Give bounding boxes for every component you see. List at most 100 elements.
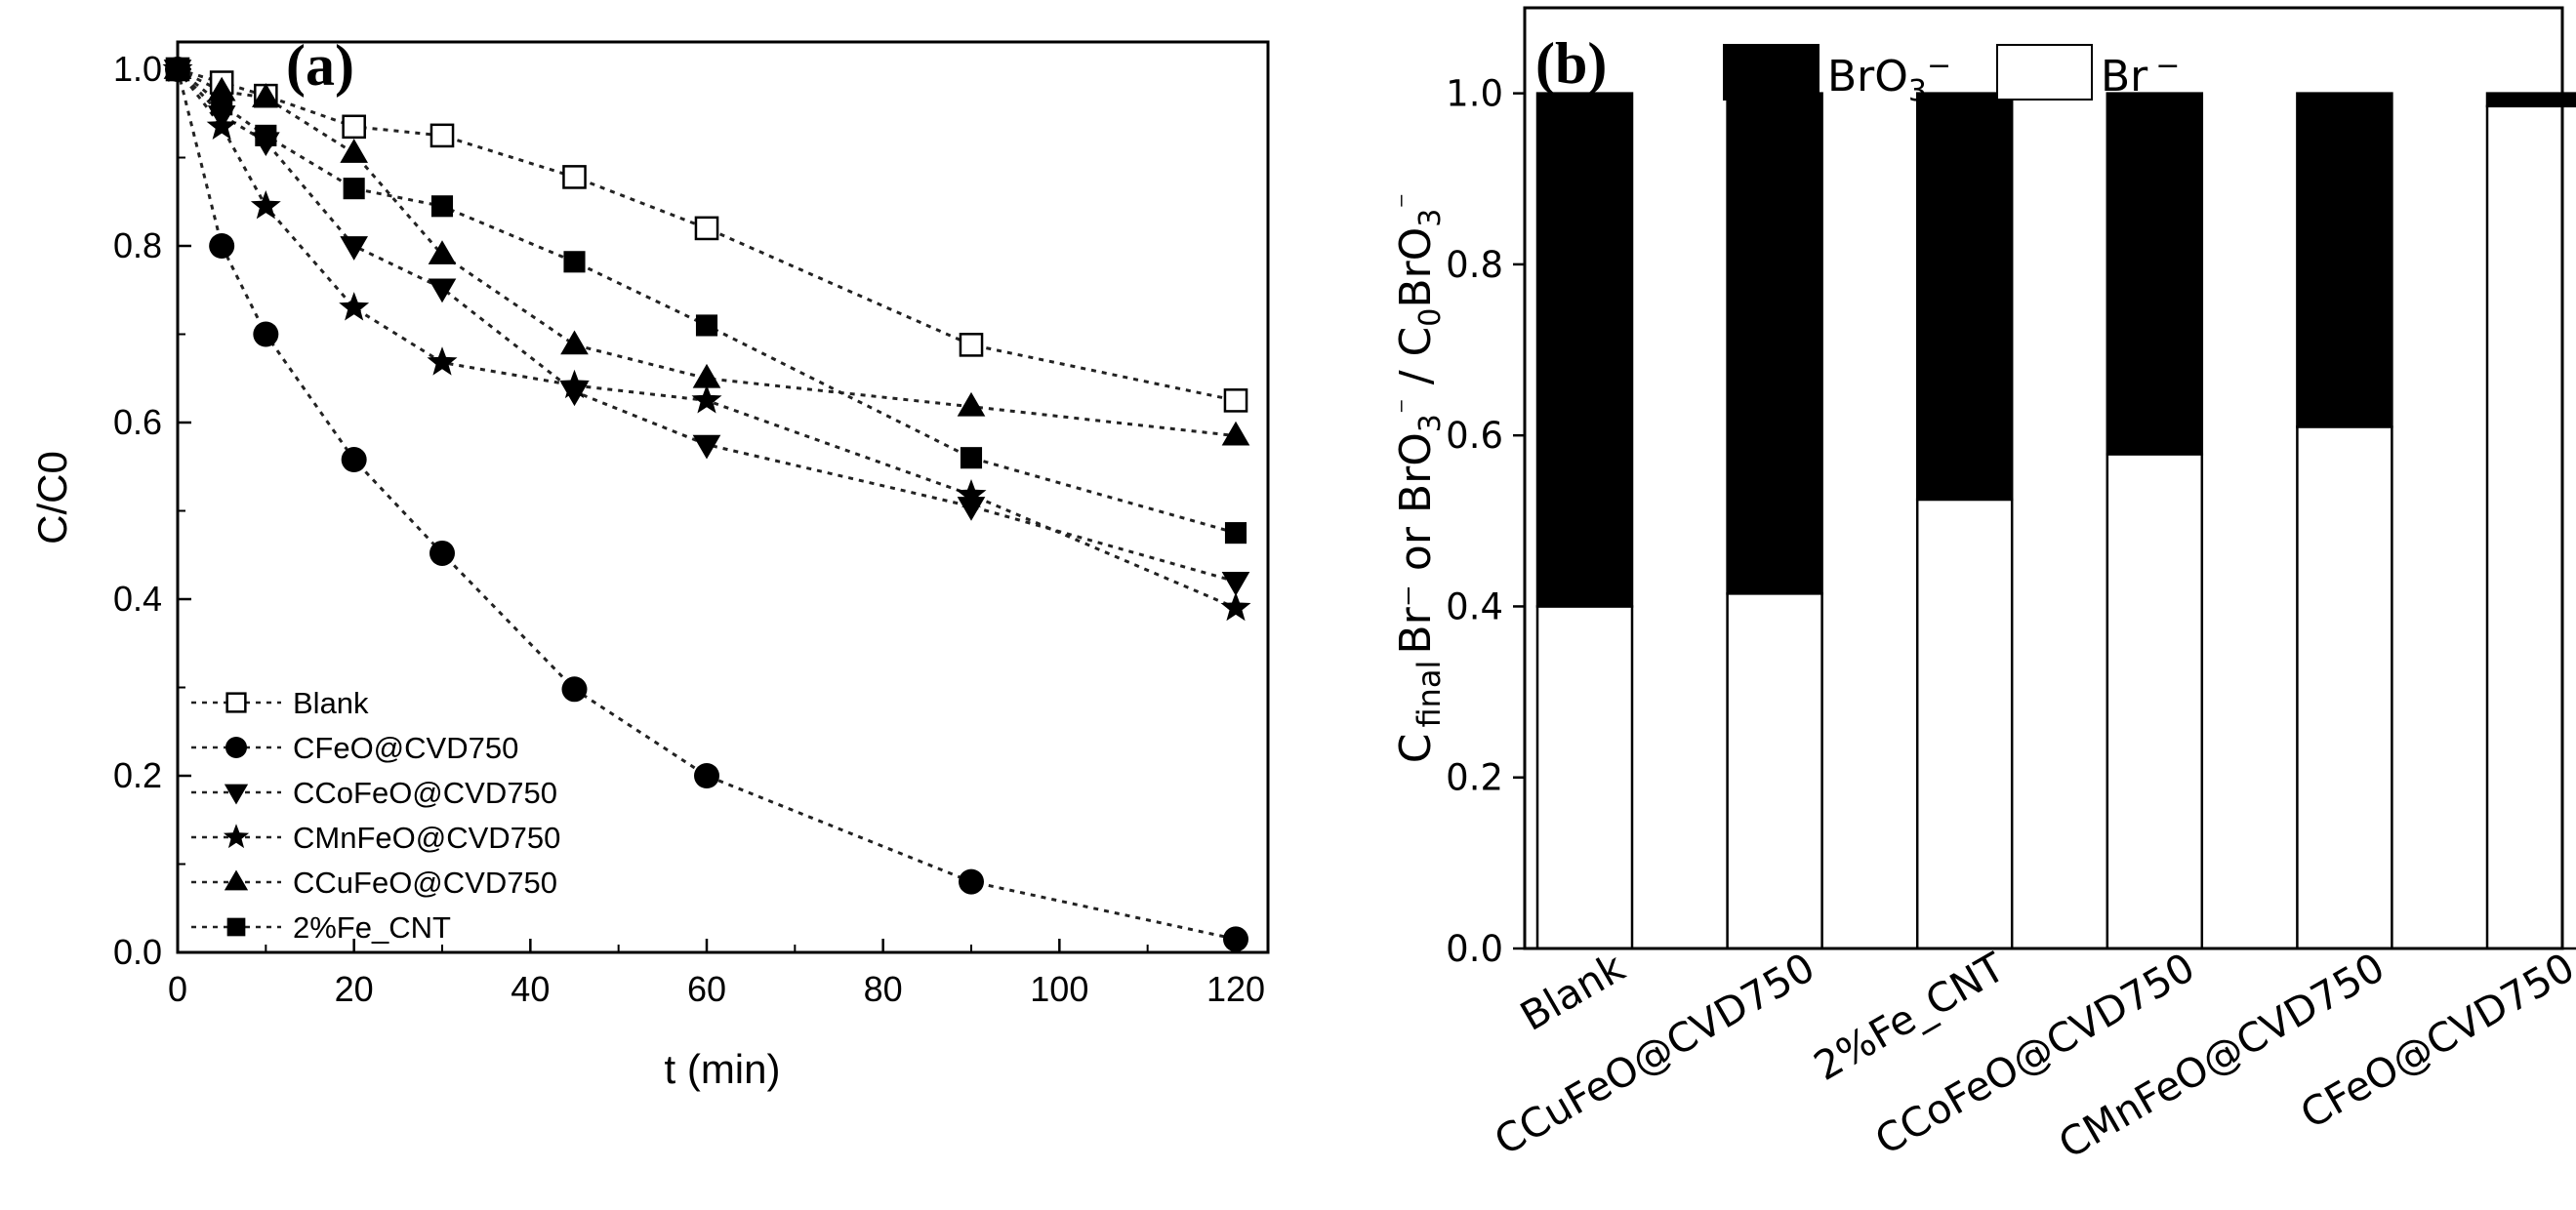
legend-label-ccofeo-cvd750: CCoFeO@CVD750 (293, 776, 557, 810)
data-point-cfeo-cvd750 (959, 868, 984, 895)
data-point-ccofeo-cvd750 (1221, 572, 1250, 596)
panel-a-x-tick-label: 20 (335, 969, 374, 1009)
panel-a-x-tick-label: 100 (1030, 969, 1088, 1009)
data-point-cfeo-cvd750 (209, 233, 235, 259)
data-point-blank (562, 165, 587, 189)
panel-a-legend: Blank CFeO@CVD750 CCoFeO@CVD750 CMnFeO@CVD7… (191, 686, 560, 945)
data-point-ccufeo-cvd750 (340, 139, 368, 163)
panel-a-x-tick-label: 0 (168, 969, 187, 1009)
data-point-2-fe-cnt (255, 124, 277, 146)
bar-cmnfeo-cvd750-br (2296, 425, 2393, 950)
legend-marker-blank (225, 692, 247, 713)
legend-marker-ccufeo-cvd750 (224, 869, 249, 891)
panel-b-plot-frame (1523, 6, 2564, 950)
panel-a-y-tick-label: 1.0 (113, 49, 162, 89)
legend-label-blank: Blank (293, 686, 369, 720)
panel-a-y-tick-label: 0.4 (113, 579, 162, 619)
panel-a-plot-frame (176, 40, 1270, 954)
data-point-cfeo-cvd750 (253, 321, 279, 347)
data-point-ccufeo-cvd750 (1221, 421, 1250, 446)
bar-ccufeo-cvd750-br (1726, 592, 1823, 950)
legend-marker-cfeo-cvd750 (225, 737, 247, 758)
panel-b-y-tick-label: 0.6 (1446, 415, 1503, 457)
data-point-ccufeo-cvd750 (252, 83, 280, 107)
panel-a-y-axis-title: C/C0 (29, 451, 75, 544)
panel-a-y-tick-label: 0.6 (113, 402, 162, 442)
data-point-cmnfeo-cvd750 (339, 292, 370, 321)
legend-label-bro3: BrO3− (1827, 49, 1951, 108)
data-point-blank (959, 333, 984, 357)
data-point-cfeo-cvd750 (694, 763, 719, 788)
data-point-2-fe-cnt (1224, 522, 1247, 544)
bar-blank-bro3 (1535, 92, 1634, 608)
panel-a-markers (162, 53, 1251, 952)
data-point-2-fe-cnt (166, 58, 189, 81)
panel-b-y-axis-title: CfinalBr⁻ or BrO3⁻ / C0BrO3⁻ (1390, 193, 1448, 763)
panel-a-x-tick-label: 80 (864, 969, 903, 1009)
data-point-cmnfeo-cvd750 (206, 110, 237, 140)
data-point-2-fe-cnt (430, 195, 454, 218)
data-point-blank (429, 123, 455, 148)
data-point-ccufeo-cvd750 (560, 330, 589, 355)
panel-a-y-tick-label: 0.2 (113, 755, 162, 795)
panel-b-y-tick-label: 0.2 (1446, 757, 1503, 799)
panel-b-y-tick-label: 0.4 (1446, 585, 1503, 627)
data-point-ccofeo-cvd750 (340, 236, 368, 261)
panel-b-category-labels: BlankCCuFeO@CVD7502%Fe_CNTCCoFeO@CVD750C… (1487, 944, 2576, 1168)
panel-b-bars (1535, 92, 2576, 950)
panel-b-legend: BrO3− Br − (1723, 44, 2180, 108)
legend-marker-2-fe-cnt (226, 917, 246, 937)
data-point-ccofeo-cvd750 (692, 434, 721, 460)
legend-label-br: Br − (2101, 49, 2180, 101)
panel-a-x-axis-title: t (min) (665, 1046, 781, 1092)
category-label-ccofeo-cvd750: CCoFeO@CVD750 (1867, 944, 2202, 1164)
category-label-blank: Blank (1512, 944, 1632, 1040)
panel-b-y-tick-label: 0.8 (1446, 244, 1503, 286)
data-point-2-fe-cnt (563, 251, 586, 273)
data-point-blank (1223, 388, 1248, 413)
panel-a-ticks: 0 20 40 60 80 100 120 0.0 0.2 0.4 0.6 0.8 1.0 (113, 49, 1265, 1009)
bar-blank-br (1535, 605, 1634, 950)
data-point-2-fe-cnt (343, 178, 365, 200)
series-line-ccofeo-cvd750 (176, 67, 1237, 584)
bar-ccofeo-cvd750-br (2106, 453, 2204, 950)
bar-cmnfeo-cvd750-bro3 (2296, 92, 2393, 428)
data-point-cmnfeo-cvd750 (559, 369, 590, 399)
data-point-cmnfeo-cvd750 (956, 479, 987, 508)
data-point-cfeo-cvd750 (429, 540, 455, 566)
category-label-cmnfeo-cvd750: CMnFeO@CVD750 (2051, 944, 2392, 1168)
bar-2-fe-cnt-bro3 (1915, 92, 2014, 502)
bar-ccufeo-cvd750-bro3 (1726, 92, 1823, 595)
legend-label-cmnfeo-cvd750: CMnFeO@CVD750 (293, 821, 560, 855)
legend-swatch-bro3 (1723, 44, 1820, 101)
data-point-cfeo-cvd750 (561, 676, 588, 703)
data-point-cmnfeo-cvd750 (1220, 591, 1251, 622)
data-point-ccufeo-cvd750 (428, 240, 457, 264)
legend-label-cfeo-cvd750: CFeO@CVD750 (293, 731, 518, 765)
panel-b-label: (b) (1535, 31, 1607, 96)
panel-b-y-tick-label: 1.0 (1446, 73, 1503, 115)
panel-b-chart: (b) 0.0 0.2 0.4 0.6 0.8 1.0 BlankCCuFeO@CVD75… (1390, 6, 2576, 1168)
data-point-cmnfeo-cvd750 (691, 384, 722, 414)
legend-swatch-br (1996, 44, 2093, 101)
data-point-cfeo-cvd750 (341, 447, 367, 473)
data-point-ccofeo-cvd750 (428, 278, 457, 303)
legend-label-ccufeo-cvd750: CCuFeO@CVD750 (293, 866, 557, 900)
bar-cfeo-cvd750-bro3 (2485, 92, 2576, 108)
data-point-ccufeo-cvd750 (957, 391, 986, 417)
legend-label-2-fe-cnt: 2%Fe_CNT (293, 910, 451, 945)
panel-a-x-tick-label: 120 (1206, 969, 1265, 1009)
panel-b-y-tick-label: 0.0 (1446, 928, 1503, 970)
panel-a-x-tick-label: 40 (511, 969, 550, 1009)
data-point-ccufeo-cvd750 (692, 363, 721, 388)
data-point-blank (694, 216, 719, 241)
series-line-ccufeo-cvd750 (177, 67, 1237, 438)
data-point-2-fe-cnt (695, 314, 718, 337)
legend-marker-ccofeo-cvd750 (224, 784, 249, 805)
data-point-cfeo-cvd750 (1223, 926, 1248, 952)
data-point-2-fe-cnt (960, 447, 983, 469)
panel-a-chart: (a) 0 20 40 60 80 100 120 0.0 0.2 0.4 0.6 0.8 1.0 Bl… (29, 33, 1270, 1092)
data-point-cmnfeo-cvd750 (250, 190, 281, 220)
legend-marker-cmnfeo-cvd750 (223, 824, 250, 849)
